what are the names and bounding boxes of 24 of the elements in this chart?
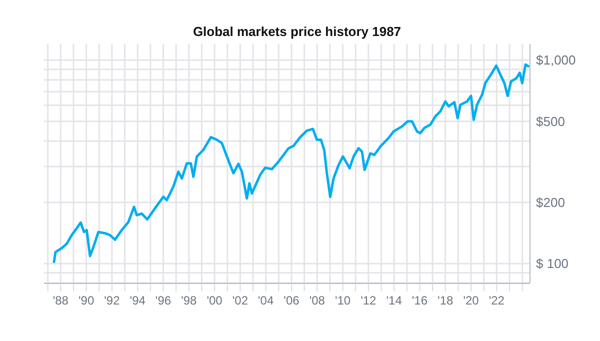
y-tick-label: $200	[536, 194, 565, 210]
x-tick-label: '98	[181, 293, 198, 308]
x-tick-label: '16	[412, 293, 428, 308]
x-tick-label: '92	[104, 293, 120, 308]
y-tick-label: $500	[536, 114, 565, 129]
x-tick-label: '00	[206, 293, 223, 308]
x-tick-label: '90	[78, 293, 94, 308]
y-tick-label: $1,000	[536, 52, 576, 68]
x-tick-label: '22	[488, 293, 505, 308]
x-tick-label: '10	[334, 293, 351, 308]
line-series	[52, 63, 530, 264]
x-tick-label: '88	[52, 293, 69, 308]
x-tick-label: '96	[155, 293, 172, 308]
y-tick-label: $ 100	[536, 256, 569, 272]
x-tick-label: '18	[438, 293, 454, 308]
x-tick-label: '02	[232, 293, 248, 308]
chart-title: Global markets price history 1987	[192, 24, 402, 39]
x-tick-label: '04	[258, 293, 274, 308]
x-tick-label: '12	[360, 293, 377, 308]
x-tick-label: '94	[130, 293, 146, 308]
x-tick-label: '06	[284, 293, 300, 308]
x-tick-label: '14	[386, 293, 402, 308]
x-tick-label: '08	[309, 293, 326, 308]
x-tick-label: '20	[463, 293, 480, 308]
